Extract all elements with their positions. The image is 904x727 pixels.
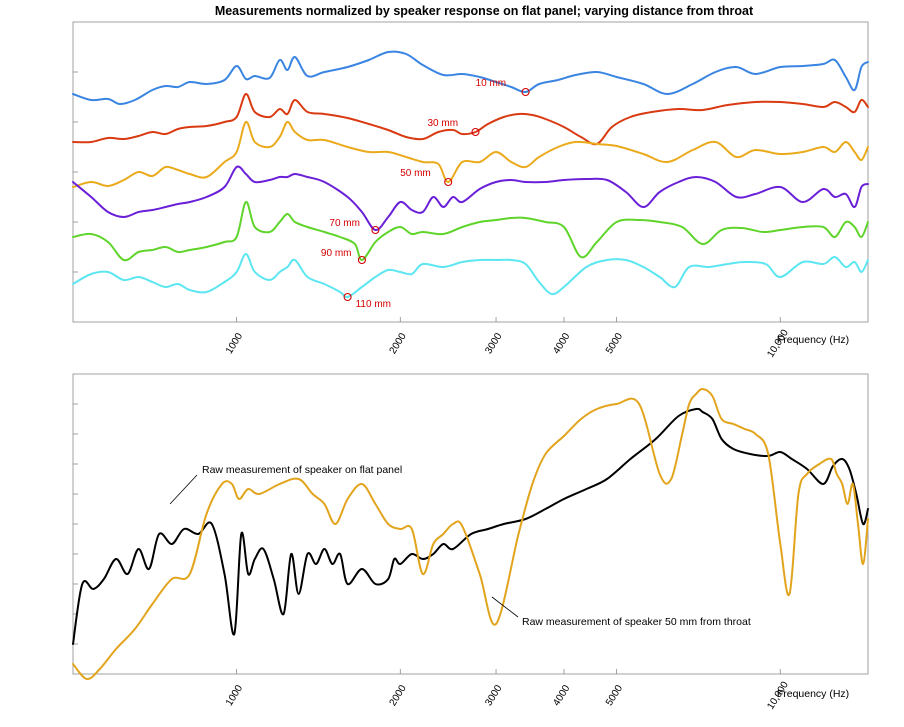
distance-marker — [444, 177, 453, 187]
x-tick-label: 2000 — [388, 683, 409, 708]
normalized-series-line-4 — [72, 200, 869, 262]
distance-marker — [357, 255, 366, 265]
bottom-chart-frame — [72, 373, 869, 675]
distance-marker-label: 90 mm — [321, 248, 352, 259]
x-tick-label: 1000 — [224, 683, 245, 708]
top-x-axis-label: Frequency (Hz) — [777, 334, 849, 346]
top-x-ticks: 1000 2000 3000 4000 5000 10,000 — [224, 317, 791, 360]
x-tick-label: 3000 — [483, 683, 504, 708]
distance-marker-label: 70 mm — [329, 218, 360, 229]
normalized-series-line-1 — [72, 93, 869, 146]
normalized-series-line-5 — [72, 253, 869, 299]
x-tick-label: 3000 — [483, 331, 504, 356]
distance-marker — [471, 127, 480, 137]
distance-marker-label: 10 mm — [476, 78, 507, 89]
x-tick-label: 4000 — [551, 683, 572, 708]
x-tick-label: 5000 — [604, 331, 625, 356]
raw-series-line-0 — [72, 407, 869, 645]
normalized-series-line-2 — [72, 120, 869, 188]
distance-marker-label: 50 mm — [400, 168, 431, 179]
flat-panel-annotation-leader — [169, 474, 198, 505]
bottom-y-ticks — [73, 403, 78, 645]
distance-marker — [521, 87, 530, 97]
bottom-x-ticks: 1000 2000 3000 4000 5000 10,000 — [224, 669, 791, 712]
top-y-ticks — [73, 71, 78, 273]
raw-series-line-1 — [72, 387, 869, 681]
x-tick-label: 4000 — [551, 331, 572, 356]
bottom-series-group — [72, 387, 869, 681]
chart-title: Measurements normalized by speaker respo… — [215, 4, 754, 18]
distance-marker-label: 30 mm — [427, 118, 458, 129]
throat-annotation: Raw measurement of speaker 50 mm from th… — [522, 616, 751, 628]
bottom-chart-panel: 1000 2000 3000 4000 5000 10,000 Raw measureme… — [72, 373, 869, 712]
throat-annotation-leader — [491, 596, 519, 618]
x-tick-label: 1000 — [224, 331, 245, 356]
distance-marker — [343, 292, 352, 302]
normalized-series-line-3 — [72, 165, 869, 231]
top-series-group — [72, 50, 869, 299]
flat-panel-annotation: Raw measurement of speaker on flat panel — [202, 464, 402, 476]
x-tick-label: 5000 — [604, 683, 625, 708]
bottom-x-axis-label: Frequency (Hz) — [777, 688, 849, 700]
distance-marker — [371, 225, 380, 235]
x-tick-label: 2000 — [388, 331, 409, 356]
distance-marker-label: 110 mm — [356, 299, 391, 310]
normalized-series-line-0 — [72, 50, 869, 106]
top-marker-group: 10 mm 30 mm 50 mm 70 mm 90 mm 110 mm — [321, 78, 530, 310]
top-chart-frame — [72, 21, 869, 323]
